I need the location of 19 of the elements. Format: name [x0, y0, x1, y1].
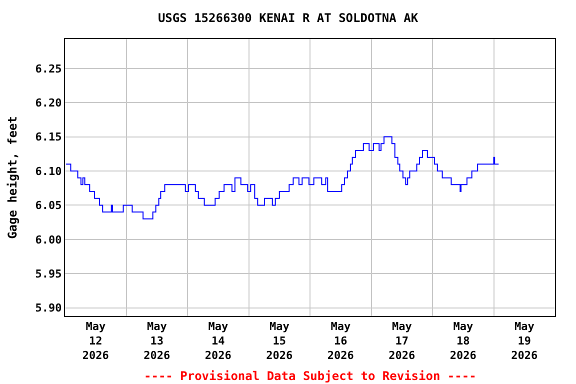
y-tick-label: 5.95	[35, 267, 62, 280]
x-tick-label: May 15 2026	[266, 320, 293, 362]
y-tick-label: 6.20	[35, 96, 62, 110]
y-tick-label: 6.15	[35, 130, 62, 144]
x-tick-label: May 19 2026	[511, 320, 538, 362]
x-tick-label: May 13 2026	[144, 320, 170, 362]
text: ---- Provisional Data Subject to Revision ----	[144, 369, 476, 383]
y-axis-title: Gage height, feet	[6, 116, 20, 239]
x-tick-label: May 16 2026	[327, 320, 354, 362]
y-tick-label: 6.25	[35, 62, 62, 76]
x-tick-label: May 12 2026	[82, 320, 110, 362]
y-tick-label: 6.00	[35, 233, 62, 246]
y-tick-label: 5.90	[35, 302, 62, 315]
y-tick-label: 6.10	[35, 164, 62, 178]
x-tick-label: May 17 2026	[388, 320, 416, 362]
y-tick-label: 6.05	[35, 199, 62, 212]
chart-title: USGS 15266300 KENAI R AT SOLDOTNA AK	[158, 10, 419, 25]
x-tick-label: May 18 2026	[450, 320, 477, 362]
x-tick-label: May 14 2026	[204, 320, 232, 362]
